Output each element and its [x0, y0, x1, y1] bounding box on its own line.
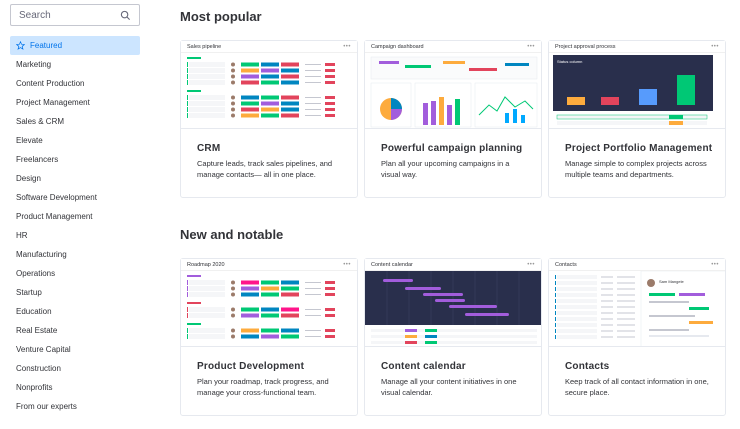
sidebar-item-label: Featured [30, 41, 63, 50]
dashboard-preview [370, 56, 538, 128]
sidebar-item-freelancers[interactable]: Freelancers [10, 150, 140, 169]
thumb-title: Campaign dashboard [371, 43, 424, 50]
sidebar-item-label: Freelancers [16, 155, 59, 164]
sidebar-item-nonprofits[interactable]: Nonprofits [10, 378, 140, 397]
sidebar-item-label: HR [16, 231, 28, 240]
more-icon: ••• [711, 43, 719, 50]
card-description: Plan your roadmap, track progress, and m… [197, 377, 329, 397]
template-card-content-calendar[interactable]: Content calendar ••• Con [364, 258, 542, 416]
section-title-new: New and notable [180, 227, 284, 242]
card-thumbnail: Sales pipeline ••• [181, 41, 357, 129]
card-description: Plan all your upcoming campaigns in a vi… [381, 159, 510, 179]
thumb-title: Sales pipeline [187, 43, 222, 50]
more-icon: ••• [343, 261, 351, 268]
chart-title: Status column [557, 59, 582, 64]
sidebar-item-label: Elevate [16, 136, 43, 145]
contacts-preview: Sam Mangele [555, 270, 725, 346]
sidebar-item-construction[interactable]: Construction [10, 359, 140, 378]
card-description: Capture leads, track sales pipelines, an… [197, 159, 333, 179]
contact-name: Sam Mangele [659, 279, 684, 284]
sidebar-item-content-production[interactable]: Content Production [10, 74, 140, 93]
card-title: Project Portfolio Management [565, 143, 713, 154]
sidebar-item-label: Startup [16, 288, 42, 297]
sidebar-item-label: From our experts [16, 402, 77, 411]
search-placeholder: Search [19, 9, 51, 21]
template-card-contacts[interactable]: Contacts ••• Sam Mangele Contacts Keep tr… [548, 258, 726, 416]
sidebar-item-label: Operations [16, 269, 56, 278]
card-thumbnail: Roadmap 2020 ••• [181, 259, 357, 347]
template-card-campaign[interactable]: Campaign dashboard ••• Powerful campaig [364, 40, 542, 198]
card-thumbnail: Contacts ••• Sam Mangele [549, 259, 725, 347]
sidebar-item-elevate[interactable]: Elevate [10, 131, 140, 150]
table-preview [187, 275, 335, 339]
sidebar-item-label: Nonprofits [16, 383, 53, 392]
more-icon: ••• [711, 261, 719, 268]
sidebar-item-marketing[interactable]: Marketing [10, 55, 140, 74]
sidebar-item-label: Construction [16, 364, 61, 373]
sidebar-item-label: Software Development [16, 193, 97, 202]
sidebar-item-label: Manufacturing [16, 250, 67, 259]
sidebar-item-sales-crm[interactable]: Sales & CRM [10, 112, 140, 131]
sidebar-item-label: Education [16, 307, 52, 316]
sidebar-item-project-management[interactable]: Project Management [10, 93, 140, 112]
card-title: CRM [197, 143, 221, 154]
sidebar-item-hr[interactable]: HR [10, 226, 140, 245]
card-title: Contacts [565, 361, 610, 372]
template-card-portfolio[interactable]: Project approval process ••• Status colum… [548, 40, 726, 198]
section-title-popular: Most popular [180, 9, 262, 24]
sidebar-item-operations[interactable]: Operations [10, 264, 140, 283]
sidebar-item-label: Real Estate [16, 326, 58, 335]
sidebar-item-design[interactable]: Design [10, 169, 140, 188]
sidebar-item-label: Design [16, 174, 41, 183]
sidebar-item-education[interactable]: Education [10, 302, 140, 321]
sidebar-item-from-our-experts[interactable]: From our experts [10, 397, 140, 416]
sidebar-item-label: Content Production [16, 79, 85, 88]
more-icon: ••• [343, 43, 351, 50]
star-icon [16, 41, 25, 50]
card-title: Content calendar [381, 361, 466, 372]
card-title: Product Development [197, 361, 305, 372]
sidebar: Search Featured Marketing Content Producti… [10, 4, 140, 416]
template-card-product-dev[interactable]: Roadmap 2020 ••• Product Development Plan… [180, 258, 358, 416]
card-description: Keep track of all contact information in… [565, 377, 709, 397]
card-thumbnail: Campaign dashboard ••• [365, 41, 541, 129]
sidebar-item-software-development[interactable]: Software Development [10, 188, 140, 207]
sidebar-item-label: Product Management [16, 212, 93, 221]
sidebar-item-featured[interactable]: Featured [10, 36, 140, 55]
more-icon: ••• [527, 43, 535, 50]
sidebar-item-product-management[interactable]: Product Management [10, 207, 140, 226]
card-description: Manage all your content initiatives in o… [381, 377, 517, 397]
sidebar-item-label: Sales & CRM [16, 117, 65, 126]
timeline-preview [365, 271, 541, 344]
search-icon [120, 10, 131, 20]
thumb-title: Content calendar [371, 261, 413, 268]
sidebar-item-manufacturing[interactable]: Manufacturing [10, 245, 140, 264]
template-card-crm[interactable]: Sales pipeline ••• CRM Capture leads, tra… [180, 40, 358, 198]
card-thumbnail: Content calendar ••• [365, 259, 541, 347]
card-title: Powerful campaign planning [381, 143, 523, 154]
sidebar-item-venture-capital[interactable]: Venture Capital [10, 340, 140, 359]
sidebar-item-label: Project Management [16, 98, 90, 107]
sidebar-item-label: Marketing [16, 60, 52, 69]
thumb-title: Project approval process [555, 43, 616, 50]
search-input[interactable]: Search [10, 4, 140, 26]
thumb-title: Contacts [555, 261, 577, 268]
more-icon: ••• [527, 261, 535, 268]
thumb-title: Roadmap 2020 [187, 261, 225, 268]
sidebar-item-label: Venture Capital [16, 345, 71, 354]
status-chart-preview: Status column [553, 55, 713, 125]
card-description: Manage simple to complex projects across… [565, 159, 707, 179]
sidebar-item-startup[interactable]: Startup [10, 283, 140, 302]
table-preview [187, 57, 335, 118]
sidebar-item-real-estate[interactable]: Real Estate [10, 321, 140, 340]
card-thumbnail: Project approval process ••• Status colum… [549, 41, 725, 129]
